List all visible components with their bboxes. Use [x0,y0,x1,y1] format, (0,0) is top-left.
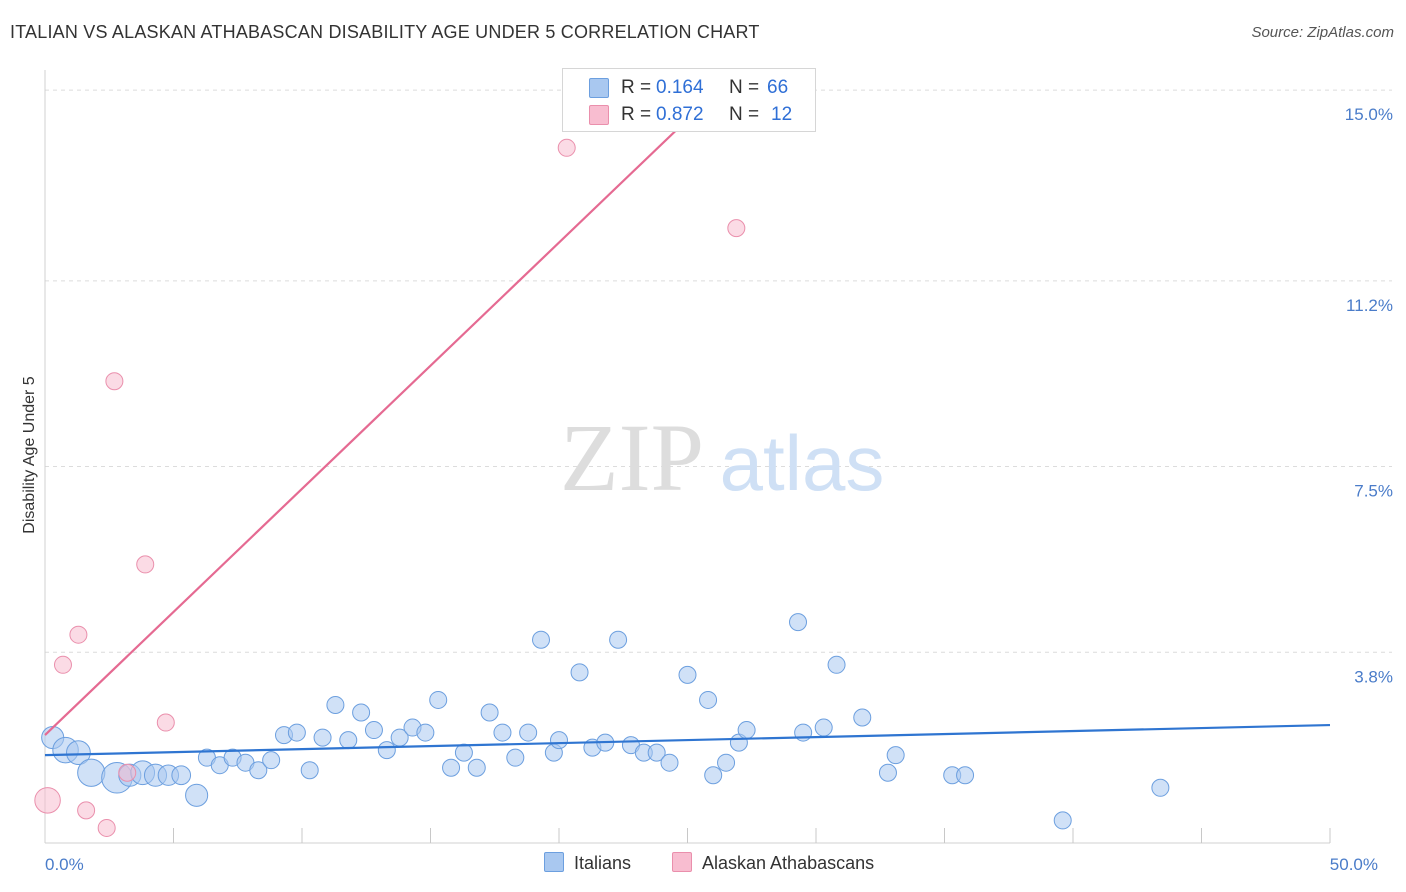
legend-n-value: 66 [767,77,789,98]
italians-point [519,723,538,742]
x-tick-label: 50.0% [1330,855,1378,874]
italians-point [827,655,846,674]
italians-point [570,663,589,682]
italians-point [313,728,332,747]
italians-point [647,743,666,762]
axes [44,70,1331,844]
italians-point [956,766,975,785]
alaskan-athabascans-point [77,801,96,820]
y-axis-title: Disability Age Under 5 [21,376,38,534]
legend-n-label: N = [729,104,760,125]
legend-swatch-alaskan-athabascans [672,852,692,872]
italians-point [77,758,106,787]
italians-point [853,708,872,727]
legend-r-label: R = [621,104,652,125]
italians-point [878,763,897,782]
italians-point [454,743,473,762]
legend-r-value: 0.872 [656,104,704,125]
italians-point [737,721,756,740]
legend-n-label: N = [729,77,760,98]
alaskan-athabascans-trend-line [44,79,730,736]
alaskan-athabascans-point [53,655,72,674]
italians-point [442,758,461,777]
alaskan-athabascans-point [118,763,137,782]
italians-trend-line [44,723,1331,757]
italians-point [660,753,679,772]
italians-point [704,766,723,785]
y-tick-label: 3.8% [1354,667,1393,686]
legend-swatch-italians [589,78,609,98]
legend-label-italians: Italians [574,853,632,873]
legend-label-alaskan-athabascans: Alaskan Athabascans [702,853,875,873]
italians-point [416,723,435,742]
correlation-legend: R = 0.164 N = 66 R = 0.872 N = 12 [562,68,816,132]
italians-point [185,783,209,807]
alaskan-athabascans-point [136,555,155,574]
alaskan-athabascans-point [105,372,124,391]
bottom-legend-italians: Italians [544,852,631,874]
italians-point [326,695,345,714]
watermark-zip: ZIP [560,404,704,511]
alaskan-athabascans-point [69,625,88,644]
grid-lines [45,89,1392,653]
trend-lines [44,79,1331,757]
italians-point [300,761,319,780]
italians-point [886,746,905,765]
italians-point [1053,811,1072,830]
italians-point [352,703,371,722]
legend-n-value: 12 [771,104,793,125]
italians-point [678,665,697,684]
italians-point [814,718,833,737]
italians-point [699,690,718,709]
alaskan-athabascans-point [156,713,175,732]
italians-point [249,761,268,780]
italians-point [171,765,192,786]
italians-point [717,753,736,772]
legend-r-value: 0.164 [656,77,704,98]
italians-point [339,731,358,750]
italians-point [364,721,383,740]
italians-point [506,748,525,767]
bottom-legend-alaskan-athabascans: Alaskan Athabascans [672,852,874,874]
italians-point [609,630,628,649]
italians-point [493,723,512,742]
legend-swatch-italians [544,852,564,872]
alaskan-athabascans-point [557,138,576,157]
italians-point [262,751,281,770]
italians-point [550,731,568,750]
italians-point [789,613,808,632]
alaskan-athabascans-point [97,818,116,837]
alaskan-athabascans-point [34,787,61,814]
x-tick-label: 0.0% [45,855,84,874]
italians-point [287,723,306,742]
legend-swatch-alaskan-athabascans [589,105,609,125]
y-tick-label: 15.0% [1345,105,1393,124]
italians-point [480,703,499,722]
italians-point [467,758,486,777]
legend-r-label: R = [621,77,652,98]
italians-point [1151,778,1170,797]
italians-point [532,630,551,649]
chart-title: ITALIAN VS ALASKAN ATHABASCAN DISABILITY… [10,22,760,42]
italians-point [429,690,448,709]
italians-point [377,741,396,760]
y-tick-label: 7.5% [1354,482,1393,501]
italians-point [66,740,91,766]
data-points [34,76,1170,837]
watermark-atlas: atlas [720,419,885,507]
tick-labels: 3.8% 7.5% 11.2% 15.0% 0.0% 50.0% [45,105,1393,874]
source-label: Source: ZipAtlas.com [1251,24,1394,41]
y-tick-label: 11.2% [1346,296,1393,315]
alaskan-athabascans-point [727,219,746,238]
watermark: ZIP atlas [560,404,884,511]
